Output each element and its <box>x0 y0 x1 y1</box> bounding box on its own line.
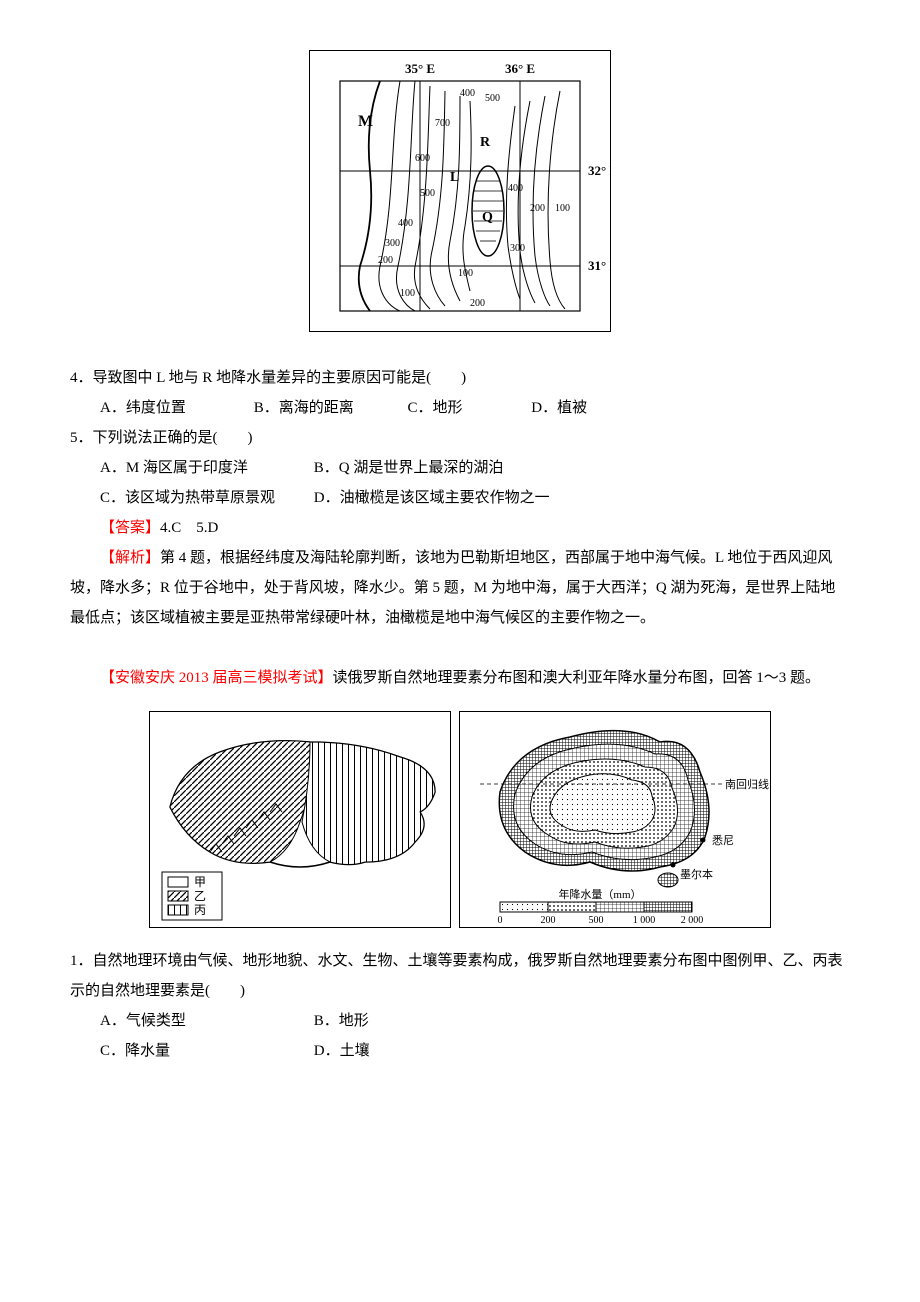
q1-stem: 1．自然地理环境由气候、地形地貌、水文、生物、土壤等要素构成，俄罗斯自然地理要素… <box>70 946 850 1006</box>
contour-map-svg: 35° E 36° E 32° N 31° N R L Q M 400 500 … <box>309 50 611 332</box>
q5-D: D．油橄榄是该区域主要农作物之一 <box>314 483 550 513</box>
c-700: 700 <box>435 118 450 129</box>
c-100b: 100 <box>458 268 473 279</box>
c-100a: 100 <box>555 203 570 214</box>
sydney-label: 悉尼 <box>712 834 734 847</box>
rv-1000: 1 000 <box>633 915 656 926</box>
figure-1: 35° E 36° E 32° N 31° N R L Q M 400 500 … <box>70 50 850 343</box>
q5-C: C．该区域为热带草原景观 <box>100 483 310 513</box>
q4-options: A．纬度位置 B．离海的距离 C．地形 D．植被 <box>100 393 850 423</box>
lon-left: 35° E <box>405 61 435 76</box>
russia-map-svg: 甲 乙 丙 <box>149 711 451 928</box>
lat-32: 32° N <box>588 163 611 178</box>
q5-opts-row2: C．该区域为热带草原景观 D．油橄榄是该区域主要农作物之一 <box>100 483 850 513</box>
q1-row1: A．气候类型 B．地形 <box>100 1006 850 1036</box>
lat-31: 31° N <box>588 258 611 273</box>
q1-A: A．气候类型 <box>100 1006 310 1036</box>
q1-B: B．地形 <box>314 1006 369 1036</box>
q1-row2: C．降水量 D．土壤 <box>100 1036 850 1066</box>
q5-A: A．M 海区属于印度洋 <box>100 453 310 483</box>
q4-A: A．纬度位置 <box>100 393 250 423</box>
c-200c: 200 <box>470 298 485 309</box>
c-500a: 500 <box>485 93 500 104</box>
c-600: 600 <box>415 153 430 164</box>
c-500b: 500 <box>420 188 435 199</box>
c-300a: 300 <box>385 238 400 249</box>
source-2: 【安徽安庆 2013 届高三模拟考试】读俄罗斯自然地理要素分布图和澳大利亚年降水… <box>70 663 850 693</box>
rv-500: 500 <box>589 915 604 926</box>
c-400b: 400 <box>508 183 523 194</box>
c-200a: 200 <box>530 203 545 214</box>
label-Q: Q <box>482 210 493 225</box>
rain-legend-title: 年降水量（mm） <box>558 887 641 901</box>
figure-2: 甲 乙 丙 <box>70 711 850 928</box>
explain-text: 第 4 题，根据经纬度及海陆轮廓判断，该地为巴勒斯坦地区，西部属于地中海气候。L… <box>70 550 835 626</box>
answer-label: 【答案】 <box>100 520 160 536</box>
australia-map-svg: 南回归线 悉尼 墨尔本 年降水量（mm） 0 200 500 1 000 2 0… <box>459 711 771 928</box>
answer-45: 【答案】4.C 5.D <box>100 513 850 543</box>
q1-C: C．降水量 <box>100 1036 310 1066</box>
label-L: L <box>450 170 459 185</box>
source2-text: 读俄罗斯自然地理要素分布图和澳大利亚年降水量分布图，回答 1～3 题。 <box>333 670 821 686</box>
label-R: R <box>480 135 491 150</box>
label-M: M <box>358 113 373 130</box>
tropic-label: 南回归线 <box>725 777 769 791</box>
c-300b: 300 <box>510 243 525 254</box>
q5-opts-row1: A．M 海区属于印度洋 B．Q 湖是世界上最深的湖泊 <box>100 453 850 483</box>
legend-yi: 乙 <box>194 889 206 903</box>
rv-200: 200 <box>541 915 556 926</box>
q4-stem: 4．导致图中 L 地与 R 地降水量差异的主要原因可能是( ) <box>70 363 850 393</box>
c-400a: 400 <box>460 88 475 99</box>
legend-bing: 丙 <box>194 903 206 917</box>
legend-jia: 甲 <box>194 875 206 889</box>
lon-right: 36° E <box>505 61 535 76</box>
q4-C: C．地形 <box>408 393 528 423</box>
c-400c: 400 <box>398 218 413 229</box>
q5-stem: 5．下列说法正确的是( ) <box>70 423 850 453</box>
q5-B: B．Q 湖是世界上最深的湖泊 <box>314 453 504 483</box>
explain-label: 【解析】 <box>100 550 160 566</box>
source2-label: 【安徽安庆 2013 届高三模拟考试】 <box>100 670 333 686</box>
melbourne-label: 墨尔本 <box>680 867 713 881</box>
rv-2000: 2 000 <box>681 915 704 926</box>
q1-D: D．土壤 <box>314 1036 370 1066</box>
explanation-45: 【解析】第 4 题，根据经纬度及海陆轮廓判断，该地为巴勒斯坦地区，西部属于地中海… <box>70 543 850 633</box>
q4-B: B．离海的距离 <box>254 393 404 423</box>
rv-0: 0 <box>498 915 503 926</box>
c-100c: 100 <box>400 288 415 299</box>
q4-D: D．植被 <box>531 393 587 423</box>
c-200b: 200 <box>378 255 393 266</box>
answer-text: 4.C 5.D <box>160 520 218 536</box>
